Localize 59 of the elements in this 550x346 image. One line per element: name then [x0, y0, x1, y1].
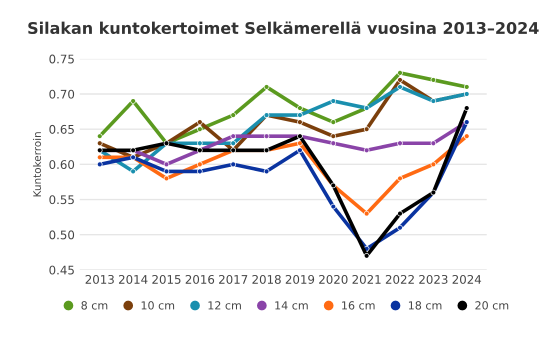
point	[364, 210, 370, 216]
chart-title: Silakan kuntokertoimet Selkämerellä vuosina 2013–2024	[28, 21, 539, 34]
point	[397, 84, 403, 90]
y-tick-label: 0.45	[49, 266, 74, 275]
point	[464, 105, 470, 111]
point	[464, 133, 470, 139]
legend-label: 8 cm	[81, 301, 108, 310]
point	[430, 162, 436, 168]
point	[297, 105, 303, 111]
x-tick-label: 2016	[186, 274, 214, 284]
x-tick-label: 2017	[219, 274, 248, 284]
point	[430, 77, 436, 83]
point	[130, 98, 136, 104]
point	[397, 70, 403, 76]
x-tick-label: 2014	[118, 274, 148, 284]
legend-label: 10 cm	[142, 301, 174, 310]
point	[297, 148, 303, 154]
y-tick-label: 0.75	[49, 54, 74, 64]
point	[230, 112, 236, 118]
legend-label: 12 cm	[208, 301, 241, 310]
point	[397, 77, 403, 83]
point	[264, 84, 270, 90]
point	[264, 133, 270, 139]
x-tick-label: 2013	[86, 274, 114, 284]
point	[397, 224, 403, 230]
point	[297, 119, 303, 125]
point	[397, 210, 403, 216]
x-tick-label: 2023	[419, 274, 448, 284]
point	[197, 162, 203, 168]
point	[96, 140, 103, 146]
y-tick-label: 0.50	[49, 230, 74, 240]
point	[197, 119, 203, 125]
y-tick-label: 0.70	[49, 90, 74, 99]
x-tick-label: 2024	[452, 274, 482, 284]
y-tick-label: 0.60	[49, 160, 74, 170]
point	[364, 126, 370, 132]
point	[297, 140, 303, 146]
y-tick-label: 0.55	[49, 195, 74, 204]
point	[330, 119, 336, 125]
x-tick-label: 2015	[152, 274, 180, 284]
legend-label: 20 cm	[475, 301, 508, 310]
legend-label: 14 cm	[275, 301, 308, 310]
x-tick-label: 2021	[352, 274, 381, 284]
point	[330, 133, 336, 139]
legend-label: 16 cm	[342, 301, 375, 310]
point	[330, 204, 336, 210]
y-tick-label: 0.65	[49, 124, 74, 134]
point	[197, 126, 203, 132]
x-tick-label: 2018	[252, 274, 281, 284]
point	[397, 176, 403, 182]
y-axis-title: Kuntokerroin	[32, 132, 42, 196]
legend-label: 18 cm	[408, 301, 442, 310]
x-tick-label: 2020	[319, 274, 348, 284]
point	[230, 133, 236, 139]
point	[297, 112, 303, 118]
x-tick-label: 2019	[286, 274, 314, 284]
point	[96, 133, 103, 139]
point	[464, 84, 470, 90]
x-tick-label: 2022	[386, 274, 414, 284]
